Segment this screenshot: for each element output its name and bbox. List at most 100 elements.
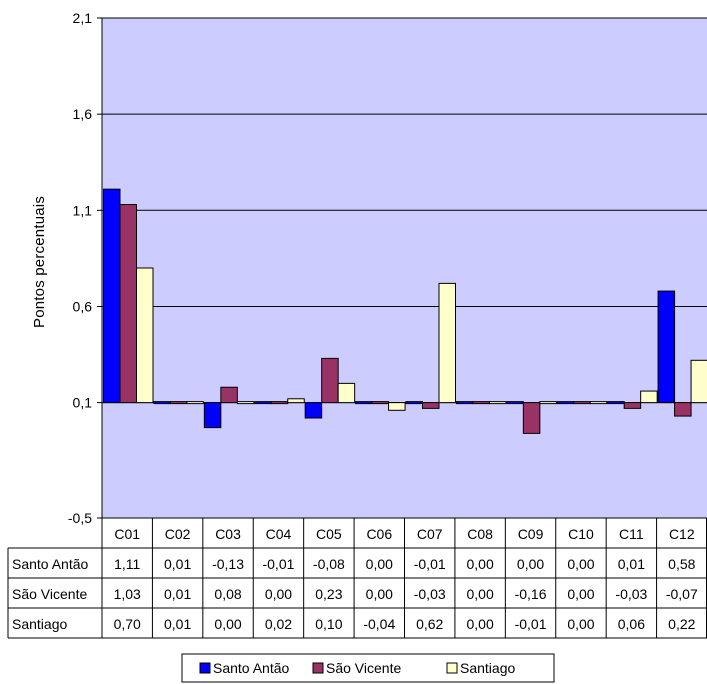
bar-santo-ant-o-c11: [607, 401, 625, 405]
data-label: 0,10: [315, 616, 342, 632]
data-label: 0,00: [366, 556, 393, 572]
bar-santiago-c10: [589, 401, 608, 405]
series-name: Santo Antão: [12, 556, 89, 572]
data-label: 0,70: [114, 616, 141, 632]
bar-santiago-c03: [236, 401, 255, 405]
y-tick-label: 1,1: [73, 202, 93, 218]
category-label: C01: [114, 526, 140, 542]
bar-santo-ant-o-c05: [304, 402, 323, 419]
data-label: 0,01: [164, 616, 191, 632]
data-label: -0,16: [515, 586, 547, 602]
legend-box: [181, 653, 555, 683]
bar-santo-ant-o-c10: [556, 401, 575, 405]
series-name: São Vicente: [12, 586, 87, 602]
legend-label: Santo Antão: [213, 660, 290, 676]
data-label: -0,08: [313, 556, 345, 572]
data-label: 1,03: [114, 586, 141, 602]
data-label: -0,13: [212, 556, 244, 572]
data-label: 0,00: [467, 586, 494, 602]
data-label: 0,62: [416, 616, 443, 632]
bar-s-o-vicente-c07: [422, 402, 440, 409]
y-tick-label: 1,6: [73, 106, 93, 122]
data-table: C01 C02 C03 C04 C05 C06 C07 C08 C09 C10 C11 C12 Sant…: [7, 517, 707, 639]
data-label: 0,22: [668, 616, 695, 632]
data-label: 0,00: [567, 616, 594, 632]
data-label: 0,01: [618, 556, 645, 572]
bar-santiago-c11: [640, 390, 658, 404]
y-tick-label: 0,1: [73, 395, 93, 411]
data-label: 0,00: [265, 586, 292, 602]
series-name: Santiago: [12, 616, 67, 632]
category-label: C02: [165, 526, 191, 542]
bar-s-o-vicente-c08: [472, 401, 490, 405]
bar-santo-ant-o-c06: [355, 401, 373, 405]
category-label: C06: [366, 526, 392, 542]
bar-santiago-c06: [388, 402, 406, 411]
bar-s-o-vicente-c06: [371, 401, 390, 405]
bar-santiago-c07: [438, 282, 456, 404]
data-label: 0,00: [567, 586, 594, 602]
category-label: C10: [568, 526, 594, 542]
bar-santiago-c08: [488, 401, 507, 405]
bar-santo-ant-o-c09: [506, 401, 524, 405]
bar-s-o-vicente-c10: [573, 401, 591, 405]
legend-swatch: [199, 662, 211, 674]
data-label: -0,07: [666, 586, 698, 602]
category-label: C12: [669, 526, 695, 542]
data-label: 0,00: [214, 616, 241, 632]
bar-santo-ant-o-c07: [405, 401, 423, 405]
bar-santo-ant-o-c01: [103, 188, 121, 404]
data-label: 1,11: [114, 556, 140, 572]
category-label: C03: [215, 526, 241, 542]
data-label: -0,03: [615, 586, 647, 602]
data-label: 0,58: [668, 556, 695, 572]
bar-s-o-vicente-c09: [522, 402, 541, 434]
bar-santo-ant-o-c04: [254, 401, 272, 405]
plot-area: [102, 17, 707, 518]
y-tick-label: 2,1: [73, 10, 93, 26]
plot-background: [102, 18, 707, 518]
category-label: C08: [467, 526, 493, 542]
category-label: C04: [266, 526, 292, 542]
y-tick-label: -0,5: [68, 510, 92, 526]
data-label: 0,06: [618, 616, 645, 632]
data-label: 0,00: [517, 556, 544, 572]
data-label: -0,01: [515, 616, 547, 632]
data-label: -0,01: [262, 556, 294, 572]
data-label: -0,03: [414, 586, 446, 602]
data-label: 0,01: [164, 586, 191, 602]
data-label: -0,04: [363, 616, 395, 632]
y-axis: -0,5 0,1 0,6 1,1 1,6 2,1: [68, 10, 103, 526]
data-label: 0,01: [164, 556, 191, 572]
bar-santiago-c12: [690, 359, 707, 404]
bar-santo-ant-o-c08: [455, 401, 474, 405]
category-label: C05: [316, 526, 342, 542]
bar-s-o-vicente-c03: [220, 386, 238, 404]
bar-santiago-c04: [287, 398, 305, 404]
category-label: C11: [619, 526, 644, 542]
data-label: 0,23: [315, 586, 342, 602]
bar-s-o-vicente-c11: [623, 402, 642, 409]
bar-s-o-vicente-c01: [119, 204, 137, 404]
bar-santiago-c05: [337, 382, 356, 404]
data-label: -0,01: [414, 556, 446, 572]
data-label: 0,00: [467, 616, 494, 632]
bar-s-o-vicente-c12: [674, 402, 692, 417]
bar-s-o-vicente-c04: [270, 401, 289, 405]
legend: Santo Antão São Vicente Santiago: [181, 653, 555, 683]
bar-s-o-vicente-c05: [321, 357, 339, 404]
data-label: 0,00: [567, 556, 594, 572]
bar-s-o-vicente-c02: [169, 401, 188, 405]
bar-santo-ant-o-c02: [153, 401, 171, 405]
y-tick-label: 0,6: [73, 298, 93, 314]
legend-label: São Vicente: [326, 660, 401, 676]
bar-santiago-c02: [186, 401, 204, 405]
bar-santo-ant-o-c12: [657, 290, 676, 404]
bar-santiago-c01: [136, 267, 154, 404]
legend-swatch: [446, 662, 458, 674]
legend-swatch: [312, 662, 324, 674]
bar-santiago-c09: [539, 401, 557, 405]
bar-santo-ant-o-c03: [203, 402, 222, 429]
data-label: 0,08: [214, 586, 241, 602]
